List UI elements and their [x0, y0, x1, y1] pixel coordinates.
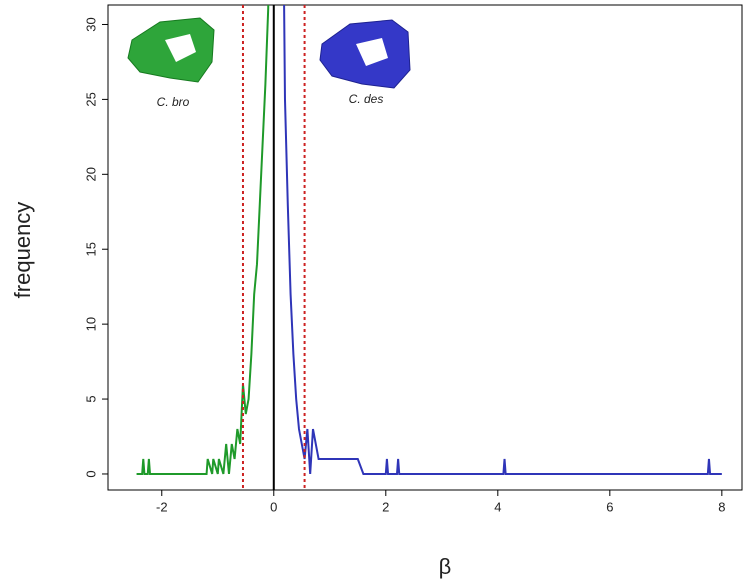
skull-blue	[319, 19, 411, 89]
series-line	[136, 5, 270, 475]
y-tick-label: 10	[83, 317, 98, 331]
y-tick-label: 15	[83, 242, 98, 256]
y-tick-label: 20	[83, 167, 98, 181]
skull-green	[127, 17, 215, 83]
annotation: C. des	[349, 92, 384, 106]
x-tick-label: 8	[718, 499, 725, 514]
x-tick-label: 2	[382, 499, 389, 514]
y-tick-label: 25	[83, 92, 98, 106]
plot-frame	[107, 4, 743, 491]
y-axis-title: frequency	[10, 202, 35, 299]
x-tick-label: 4	[494, 499, 501, 514]
series-line	[283, 5, 722, 475]
y-tick-label: 0	[83, 470, 98, 477]
annotation: C. bro	[157, 95, 190, 109]
plot-area	[136, 5, 722, 490]
y-tick-label: 5	[83, 395, 98, 402]
x-tick-label: 6	[606, 499, 613, 514]
x-tick-label: -2	[156, 499, 168, 514]
x-tick-label: 0	[270, 499, 277, 514]
x-axis-title: β	[439, 554, 452, 579]
y-tick-label: 30	[83, 17, 98, 31]
